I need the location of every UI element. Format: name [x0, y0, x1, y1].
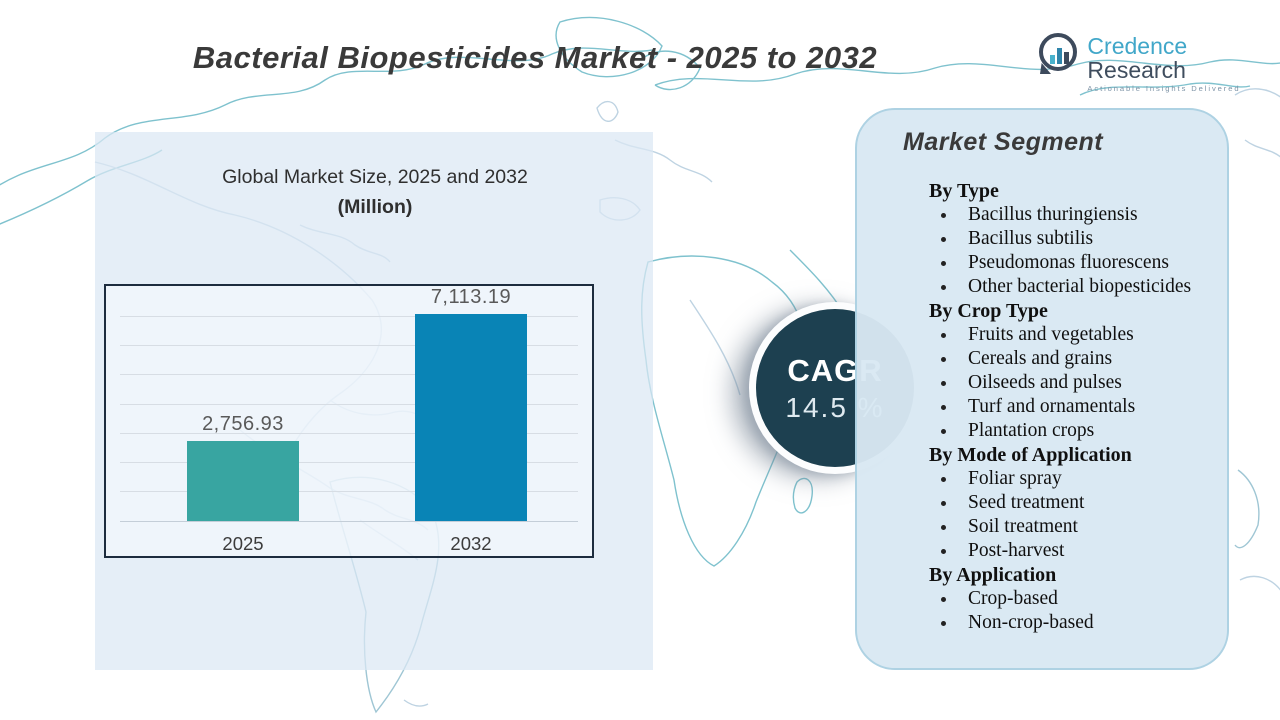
- x-axis-label: 2032: [450, 533, 492, 554]
- gridline: [120, 345, 578, 347]
- bar-group-2025: 2,756.93 2025: [187, 288, 299, 554]
- segment-item: Plantation crops: [929, 419, 1227, 443]
- logo-brand-primary: Credence: [1087, 33, 1188, 59]
- segment-item: Oilseeds and pulses: [929, 371, 1227, 395]
- segment-item-label: Pseudomonas fluorescens: [968, 252, 1169, 273]
- logo-bar-1: [1050, 55, 1055, 64]
- segment-item-label: Other bacterial biopesticides: [968, 276, 1192, 297]
- segment-section-header: By Application: [929, 564, 1057, 586]
- segment-item-label: Turf and ornamentals: [968, 396, 1136, 417]
- bar-rect-2032: [415, 314, 527, 521]
- segment-item: Other bacterial biopesticides: [929, 275, 1227, 299]
- x-axis-label: 2025: [222, 533, 264, 554]
- bar-value-label: 7,113.19: [430, 286, 512, 308]
- bar-group-2032: 7,113.19 2032: [415, 286, 527, 554]
- segment-item: Turf and ornamentals: [929, 395, 1227, 419]
- bar-value-label: 2,756.93: [202, 413, 284, 435]
- segment-item-label: Cereals and grains: [968, 348, 1113, 369]
- segment-list: By Type Bacillus thuringiensis Bacillus su…: [929, 179, 1227, 635]
- logo-brand-name: Credence Research: [1087, 34, 1280, 82]
- bullet-icon: [941, 548, 946, 554]
- gridline: [120, 316, 578, 318]
- market-segment-panel: Market Segment By Type Bacillus thuringie…: [855, 108, 1229, 670]
- segment-item-label: Crop-based: [968, 588, 1058, 609]
- gridline: [120, 403, 578, 405]
- segment-item-label: Bacillus subtilis: [968, 228, 1094, 249]
- segment-section-header: By Type: [929, 180, 999, 202]
- segment-item: Bacillus thuringiensis: [929, 203, 1227, 227]
- chart-plot: 2,756.93 2025 7,113.19 2032: [120, 286, 578, 554]
- segment-item-label: Plantation crops: [968, 420, 1095, 441]
- segment-item-label: Oilseeds and pulses: [968, 372, 1122, 393]
- bullet-icon: [941, 428, 946, 434]
- chart-subtitle-text: Global Market Size, 2025 and 2032: [222, 166, 528, 188]
- logo-text: Credence Research Actionable Insights De…: [1087, 31, 1280, 93]
- bullet-icon: [941, 284, 946, 290]
- segment-item: Fruits and vegetables: [929, 323, 1227, 347]
- logo-tagline: Actionable Insights Delivered: [1087, 84, 1241, 93]
- bullet-icon: [941, 404, 946, 410]
- bullet-icon: [941, 356, 946, 362]
- segment-item: Bacillus subtilis: [929, 227, 1227, 251]
- gridline: [120, 490, 578, 492]
- market-segment-title: Market Segment: [903, 128, 1104, 156]
- gridline: [120, 374, 578, 376]
- logo-bar-2: [1057, 48, 1062, 64]
- logo-bubble-circle: [1039, 33, 1077, 71]
- bullet-icon: [941, 332, 946, 338]
- bullet-icon: [941, 236, 946, 242]
- bullet-icon: [941, 212, 946, 218]
- bullet-icon: [941, 524, 946, 530]
- gridline: [120, 432, 578, 434]
- segment-item-label: Foliar spray: [968, 468, 1062, 489]
- segment-item-label: Bacillus thuringiensis: [968, 204, 1138, 225]
- bullet-icon: [941, 596, 946, 602]
- segment-item: Crop-based: [929, 587, 1227, 611]
- segment-item: Pseudomonas fluorescens: [929, 251, 1227, 275]
- segment-section-header: By Mode of Application: [929, 444, 1132, 466]
- bullet-icon: [941, 260, 946, 266]
- logo-brand-secondary: Research: [1087, 57, 1186, 83]
- segment-item-label: Post-harvest: [968, 540, 1065, 561]
- segment-item: Seed treatment: [929, 491, 1227, 515]
- segment-item-label: Seed treatment: [968, 492, 1085, 513]
- bar-chart-speech-bubble-icon: [1037, 31, 1078, 75]
- bar-chart: 2,756.93 2025 7,113.19 2032: [104, 284, 594, 558]
- bullet-icon: [941, 380, 946, 386]
- chart-unit-label: (Million): [337, 196, 413, 218]
- logo-bar-3: [1064, 52, 1069, 64]
- gridline: [120, 461, 578, 463]
- segment-item: Cereals and grains: [929, 347, 1227, 371]
- logo-bubble-tail: [1040, 63, 1051, 74]
- credence-research-logo: Credence Research Actionable Insights De…: [1037, 31, 1280, 93]
- segment-item: Foliar spray: [929, 467, 1227, 491]
- segment-item: Soil treatment: [929, 515, 1227, 539]
- segment-item: Non-crop-based: [929, 611, 1227, 635]
- segment-item-label: Fruits and vegetables: [968, 324, 1134, 345]
- bar-rect-2025: [187, 441, 299, 521]
- page-title: Bacterial Biopesticides Market - 2025 to…: [192, 40, 878, 75]
- chart-subtitle: Global Market Size, 2025 and 2032 (Milli…: [135, 166, 615, 219]
- bullet-icon: [941, 476, 946, 482]
- bullet-icon: [941, 500, 946, 506]
- bullet-icon: [941, 620, 946, 626]
- segment-section-header: By Crop Type: [929, 300, 1048, 322]
- segment-item-label: Soil treatment: [968, 516, 1078, 537]
- segment-item: Post-harvest: [929, 539, 1227, 563]
- segment-item-label: Non-crop-based: [968, 612, 1094, 633]
